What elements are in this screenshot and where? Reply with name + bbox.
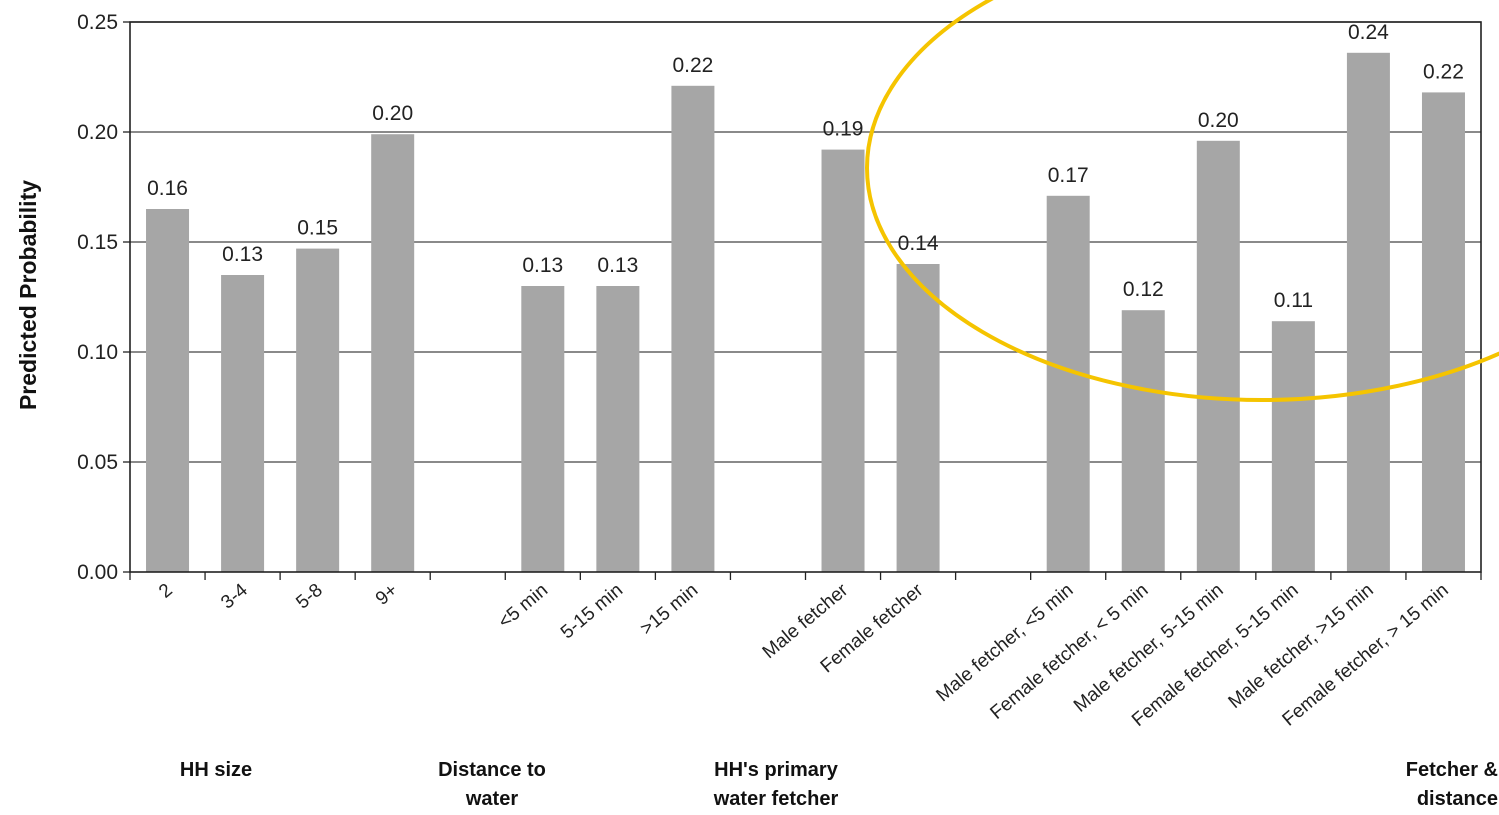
y-tick-label: 0.10 [77, 341, 118, 364]
value-label: 0.11 [1274, 289, 1313, 312]
x-tick-label: Male fetcher, <5 min [932, 580, 1077, 706]
value-label: 0.17 [1048, 164, 1089, 187]
bar [521, 286, 565, 572]
x-tick-label: 5-15 min [557, 580, 627, 644]
value-label: 0.12 [1123, 278, 1164, 301]
x-tick-label: Male fetcher, >15 min [1225, 580, 1378, 713]
bar [671, 85, 715, 573]
x-tick-labels: 2 3-4 5-8 9+ <5 min 5-15 min >15 min Male fetch… [155, 579, 1453, 731]
axes [123, 21, 1482, 580]
bar [896, 264, 940, 572]
value-label: 0.24 [1348, 21, 1389, 44]
value-label: 0.15 [297, 217, 338, 240]
group-label-fetcher: HH's primary water fetcher [713, 759, 839, 810]
value-label: 0.19 [823, 118, 864, 141]
value-labels: 0.16 0.13 0.15 0.20 0.13 0.13 0.22 0.19 0.14 0.17… [147, 21, 1464, 312]
bars [146, 52, 1465, 573]
value-label: 0.13 [222, 243, 263, 266]
y-tick-label: 0.25 [77, 11, 118, 34]
value-label: 0.16 [147, 177, 188, 200]
y-tick-label: 0.00 [77, 561, 118, 584]
bar [1271, 321, 1315, 572]
bar [371, 134, 415, 572]
value-label: 0.13 [522, 254, 563, 277]
group-label-distance: Distance to water [438, 759, 546, 810]
value-label: 0.14 [898, 232, 939, 255]
value-label: 0.20 [372, 102, 413, 125]
bar [1346, 52, 1390, 573]
y-tick-label: 0.05 [77, 451, 118, 474]
plot-frame [129, 21, 1482, 573]
bar [1196, 140, 1240, 573]
bar [596, 286, 640, 572]
y-axis-label: Predicted Probability [15, 180, 41, 410]
y-tick-label: 0.15 [77, 231, 118, 254]
x-tick-label: >15 min [636, 580, 702, 640]
x-tick-label: Male fetcher, 5-15 min [1070, 580, 1228, 717]
value-label: 0.22 [1423, 60, 1464, 83]
x-tick-label: 2 [155, 580, 177, 603]
x-tick-label: 9+ [372, 580, 402, 610]
bar [1421, 92, 1465, 573]
value-label: 0.13 [597, 254, 638, 277]
y-tick-label: 0.20 [77, 121, 118, 144]
group-label-hh-size: HH size [179, 759, 253, 781]
value-label: 0.22 [672, 54, 713, 77]
value-label: 0.20 [1198, 109, 1239, 132]
x-tick-label: <5 min [494, 580, 552, 633]
bar [1046, 195, 1090, 573]
x-tick-label: 3-4 [217, 579, 252, 613]
bar [221, 275, 265, 572]
bar [296, 248, 340, 572]
highlight-annotation [865, 0, 1499, 402]
bar [821, 149, 865, 572]
highlight-ellipse [865, 0, 1499, 402]
group-label-fetcher-distance: Fetcher & distance [1405, 759, 1498, 810]
x-tick-label: 5-8 [292, 580, 327, 614]
bar [1121, 310, 1165, 572]
bar [146, 209, 190, 572]
y-tick-labels: 0.00 0.05 0.10 0.15 0.20 0.25 [77, 11, 118, 584]
